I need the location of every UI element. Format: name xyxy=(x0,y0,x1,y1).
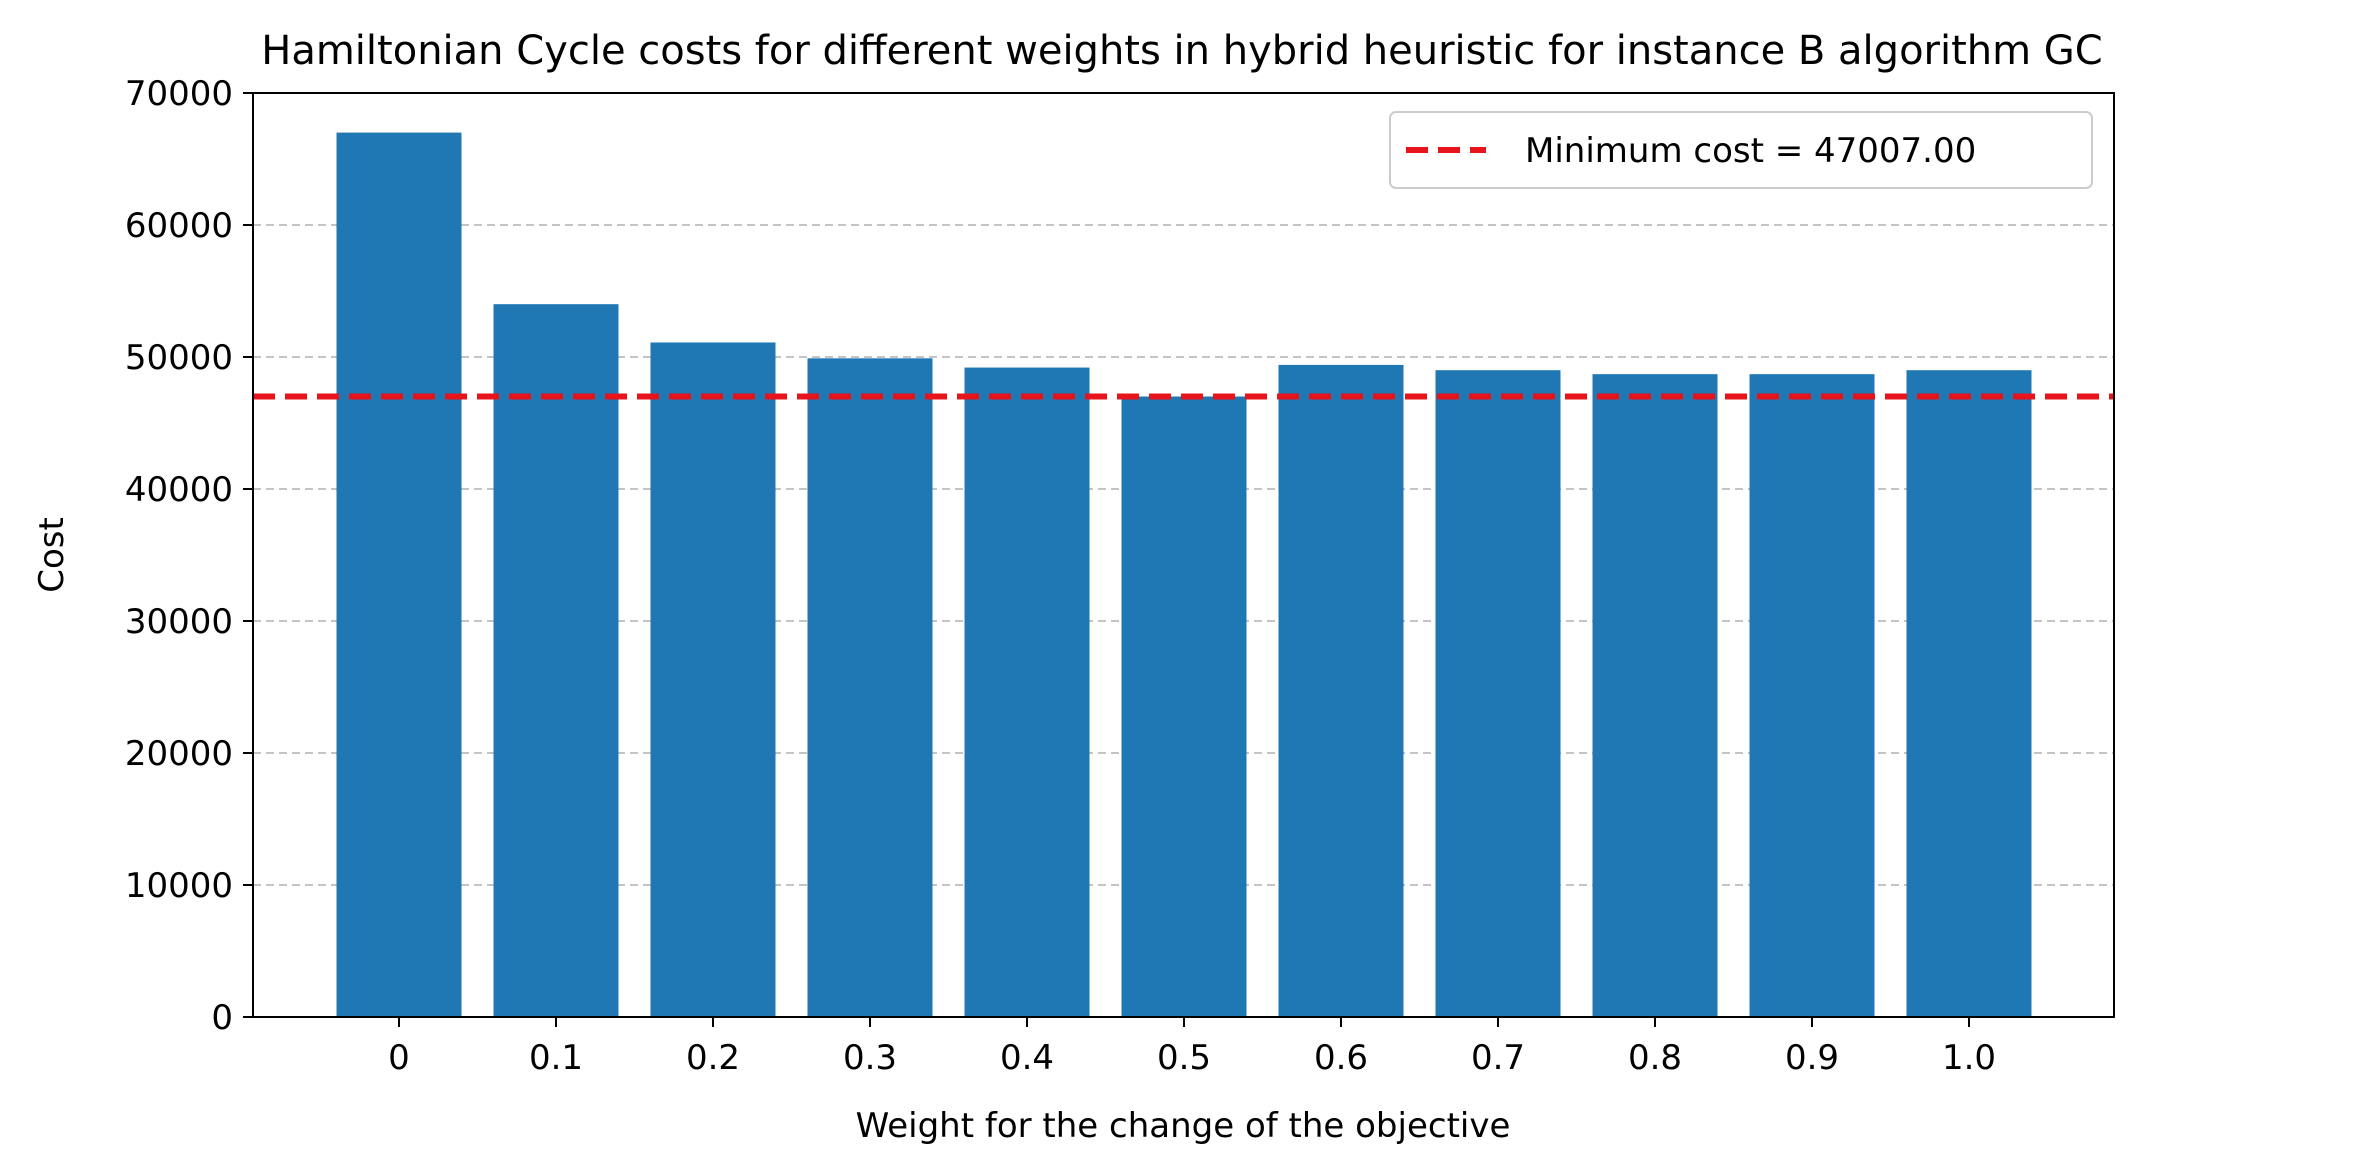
x-tick-label: 0.9 xyxy=(1785,1038,1839,1078)
y-axis-ticks: 0 10000 20000 30000 40000 50000 60000 70000 xyxy=(125,74,253,1038)
bar xyxy=(1121,396,1247,1018)
y-axis-label: Cost xyxy=(32,517,72,593)
y-tick-label: 60000 xyxy=(125,206,233,246)
bar xyxy=(807,358,933,1017)
legend-box xyxy=(1389,111,2093,189)
y-tick-label: 70000 xyxy=(125,74,233,114)
y-tick-label: 40000 xyxy=(125,470,233,510)
x-axis-ticks: 0 0.1 0.2 0.3 0.4 0.5 0.6 0.7 0.8 0.9 1.0 xyxy=(388,1017,1996,1078)
x-tick-label: 0.5 xyxy=(1157,1038,1211,1078)
y-tick-label: 0 xyxy=(211,998,233,1038)
y-tick-label: 20000 xyxy=(125,734,233,774)
bar xyxy=(1592,374,1718,1017)
bar xyxy=(964,367,1090,1017)
x-tick-label: 0 xyxy=(388,1038,410,1078)
y-tick-label: 30000 xyxy=(125,602,233,642)
bar xyxy=(1278,364,1404,1017)
bar xyxy=(1749,374,1875,1017)
x-tick-label: 0.7 xyxy=(1471,1038,1525,1078)
bar xyxy=(1906,370,2032,1017)
x-axis-label: Weight for the change of the objective xyxy=(856,1106,1511,1146)
bar xyxy=(650,342,776,1018)
chart-title: Hamiltonian Cycle costs for different we… xyxy=(261,28,2102,74)
x-tick-label: 0.8 xyxy=(1628,1038,1682,1078)
x-tick-label: 0.3 xyxy=(843,1038,897,1078)
bar xyxy=(1435,370,1561,1017)
x-tick-label: 1.0 xyxy=(1942,1038,1996,1078)
bar xyxy=(336,132,462,1018)
legend-label: Minimum cost = 47007.00 xyxy=(1525,131,1976,171)
x-tick-label: 0.1 xyxy=(529,1038,583,1078)
x-tick-label: 0.6 xyxy=(1314,1038,1368,1078)
y-tick-label: 10000 xyxy=(125,866,233,906)
legend: Minimum cost = 47007.00 xyxy=(1389,111,2093,189)
bar xyxy=(493,304,619,1017)
x-tick-label: 0.2 xyxy=(686,1038,740,1078)
y-tick-label: 50000 xyxy=(125,338,233,378)
bars xyxy=(336,132,2032,1018)
x-tick-label: 0.4 xyxy=(1000,1038,1054,1078)
